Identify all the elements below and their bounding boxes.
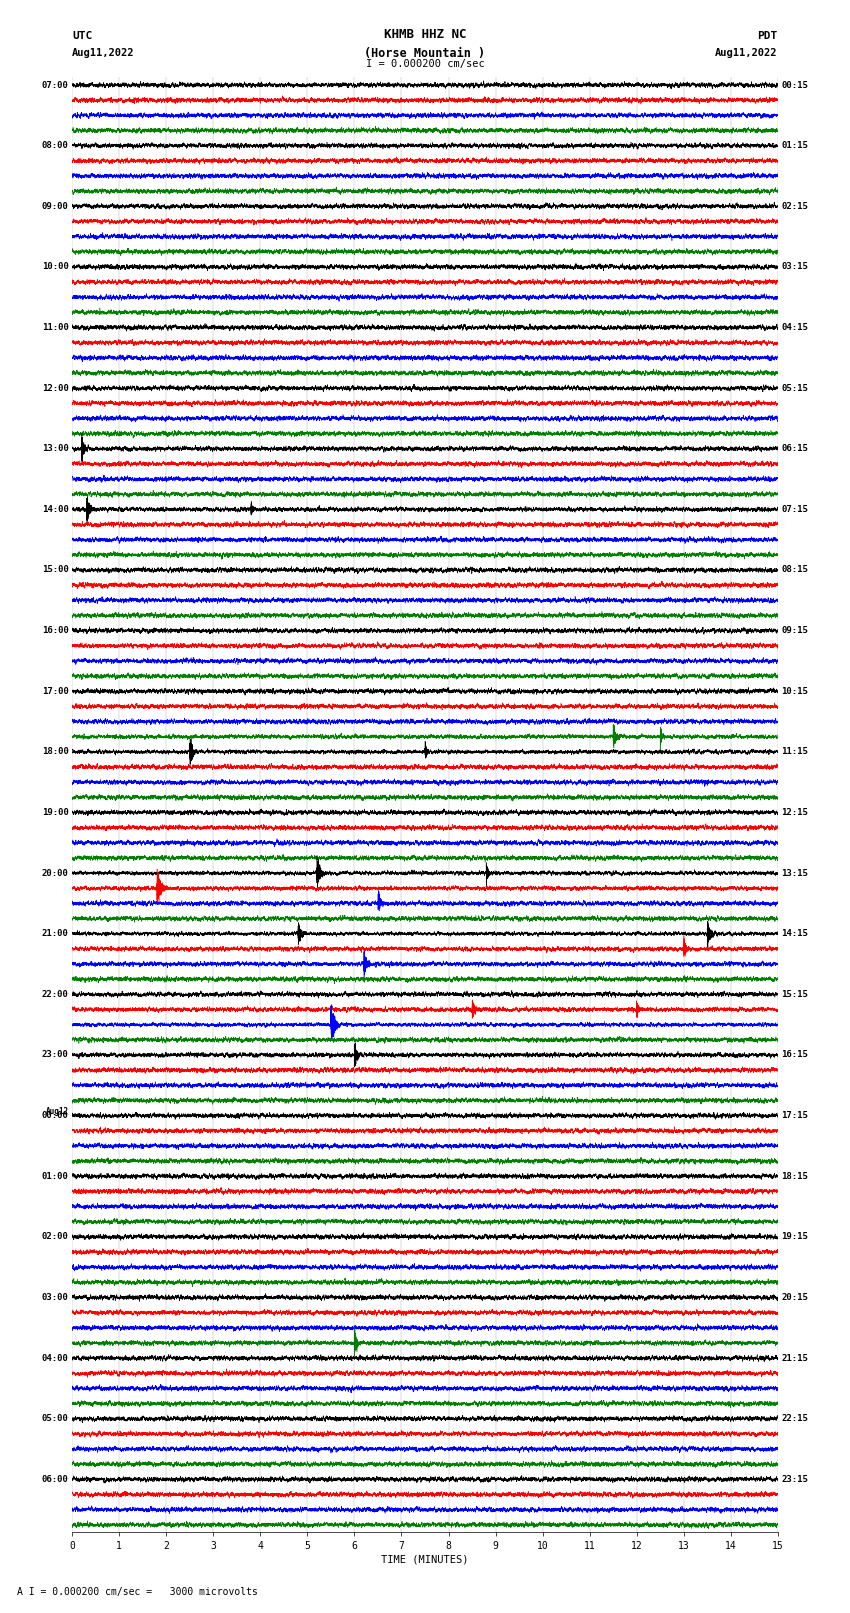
Text: 07:00: 07:00 bbox=[42, 81, 69, 89]
Text: 22:00: 22:00 bbox=[42, 990, 69, 998]
Text: 10:00: 10:00 bbox=[42, 263, 69, 271]
Text: 09:00: 09:00 bbox=[42, 202, 69, 211]
Text: 12:15: 12:15 bbox=[781, 808, 808, 816]
Text: 14:15: 14:15 bbox=[781, 929, 808, 939]
Text: 02:15: 02:15 bbox=[781, 202, 808, 211]
Text: Aug11,2022: Aug11,2022 bbox=[715, 48, 778, 58]
Text: UTC: UTC bbox=[72, 31, 93, 40]
Text: 19:00: 19:00 bbox=[42, 808, 69, 816]
Text: I = 0.000200 cm/sec: I = 0.000200 cm/sec bbox=[366, 58, 484, 69]
Text: 11:00: 11:00 bbox=[42, 323, 69, 332]
Text: 15:00: 15:00 bbox=[42, 566, 69, 574]
Text: 04:15: 04:15 bbox=[781, 323, 808, 332]
Text: 02:00: 02:00 bbox=[42, 1232, 69, 1242]
Text: 16:15: 16:15 bbox=[781, 1050, 808, 1060]
Text: 05:00: 05:00 bbox=[42, 1415, 69, 1423]
Text: 00:00: 00:00 bbox=[42, 1111, 69, 1119]
Text: 03:00: 03:00 bbox=[42, 1294, 69, 1302]
Text: 08:00: 08:00 bbox=[42, 140, 69, 150]
Text: 13:15: 13:15 bbox=[781, 868, 808, 877]
Text: PDT: PDT bbox=[757, 31, 778, 40]
Text: 08:15: 08:15 bbox=[781, 566, 808, 574]
Text: 19:15: 19:15 bbox=[781, 1232, 808, 1242]
Text: 07:15: 07:15 bbox=[781, 505, 808, 515]
Text: 21:00: 21:00 bbox=[42, 929, 69, 939]
Text: 20:15: 20:15 bbox=[781, 1294, 808, 1302]
Text: 12:00: 12:00 bbox=[42, 384, 69, 392]
Text: KHMB HHZ NC: KHMB HHZ NC bbox=[383, 27, 467, 40]
Text: 01:00: 01:00 bbox=[42, 1171, 69, 1181]
Text: 10:15: 10:15 bbox=[781, 687, 808, 695]
X-axis label: TIME (MINUTES): TIME (MINUTES) bbox=[382, 1555, 468, 1565]
Text: 17:00: 17:00 bbox=[42, 687, 69, 695]
Text: 06:00: 06:00 bbox=[42, 1474, 69, 1484]
Text: A I = 0.000200 cm/sec =   3000 microvolts: A I = 0.000200 cm/sec = 3000 microvolts bbox=[17, 1587, 258, 1597]
Text: 05:15: 05:15 bbox=[781, 384, 808, 392]
Text: Aug11,2022: Aug11,2022 bbox=[72, 48, 135, 58]
Text: 18:15: 18:15 bbox=[781, 1171, 808, 1181]
Text: 20:00: 20:00 bbox=[42, 868, 69, 877]
Text: 01:15: 01:15 bbox=[781, 140, 808, 150]
Text: 06:15: 06:15 bbox=[781, 444, 808, 453]
Text: Aug12: Aug12 bbox=[46, 1107, 69, 1116]
Text: 11:15: 11:15 bbox=[781, 747, 808, 756]
Text: 04:00: 04:00 bbox=[42, 1353, 69, 1363]
Text: 15:15: 15:15 bbox=[781, 990, 808, 998]
Text: 03:15: 03:15 bbox=[781, 263, 808, 271]
Text: 18:00: 18:00 bbox=[42, 747, 69, 756]
Text: 21:15: 21:15 bbox=[781, 1353, 808, 1363]
Text: 09:15: 09:15 bbox=[781, 626, 808, 636]
Text: 14:00: 14:00 bbox=[42, 505, 69, 515]
Text: 16:00: 16:00 bbox=[42, 626, 69, 636]
Text: 23:15: 23:15 bbox=[781, 1474, 808, 1484]
Text: (Horse Mountain ): (Horse Mountain ) bbox=[365, 47, 485, 60]
Text: 23:00: 23:00 bbox=[42, 1050, 69, 1060]
Text: 22:15: 22:15 bbox=[781, 1415, 808, 1423]
Text: 17:15: 17:15 bbox=[781, 1111, 808, 1119]
Text: 13:00: 13:00 bbox=[42, 444, 69, 453]
Text: 00:15: 00:15 bbox=[781, 81, 808, 89]
